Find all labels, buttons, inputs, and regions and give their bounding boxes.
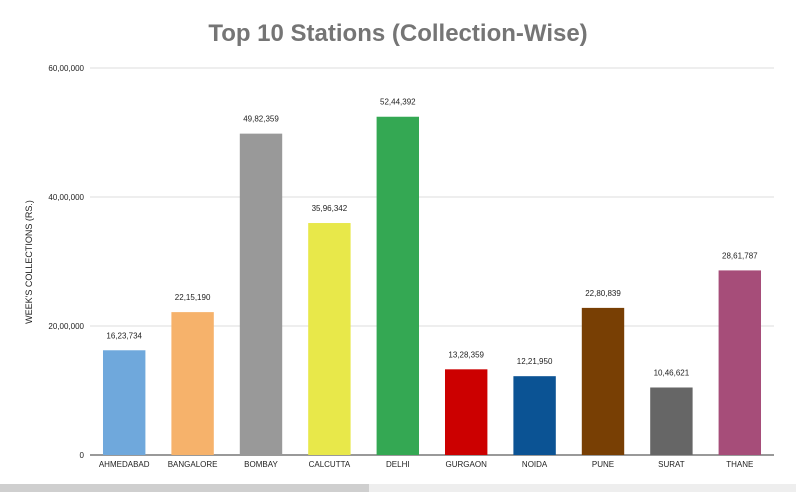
bar-ahmedabad bbox=[102, 350, 146, 455]
scrollbar-thumb[interactable] bbox=[0, 484, 369, 492]
y-tick-label: 40,00,000 bbox=[48, 193, 84, 202]
data-label: 16,23,734 bbox=[106, 331, 142, 340]
data-label: 28,61,787 bbox=[722, 251, 758, 260]
data-label: 52,44,392 bbox=[380, 98, 416, 107]
x-tick-label: NOIDA bbox=[522, 460, 548, 469]
data-label: 13,28,359 bbox=[448, 350, 484, 359]
x-tick-label: PUNE bbox=[592, 460, 614, 469]
horizontal-scrollbar[interactable] bbox=[0, 484, 796, 492]
y-tick-label: 20,00,000 bbox=[48, 322, 84, 331]
x-tick-label: THANE bbox=[726, 460, 753, 469]
x-tick-label: SURAT bbox=[658, 460, 685, 469]
bar-bangalore bbox=[171, 312, 214, 455]
data-label: 49,82,359 bbox=[243, 115, 279, 124]
y-axis-title: WEEK'S COLLECTIONS (RS.) bbox=[24, 200, 34, 324]
data-labels: 16,23,734 22,15,190 49,82,359 35,96,342 52,4… bbox=[106, 98, 758, 378]
data-label: 22,15,190 bbox=[175, 293, 211, 302]
data-label: 10,46,621 bbox=[654, 368, 690, 377]
data-label: 35,96,342 bbox=[312, 204, 348, 213]
bar-calcutta bbox=[308, 223, 351, 455]
data-label: 12,21,950 bbox=[517, 357, 553, 366]
bar-bombay bbox=[239, 133, 283, 455]
bar-pune bbox=[581, 307, 625, 455]
bar-surat bbox=[650, 387, 693, 455]
axes: 0 20,00,000 40,00,000 60,00,000 AHMEDABAD BAN… bbox=[48, 64, 774, 469]
y-tick-label: 60,00,000 bbox=[48, 64, 84, 73]
x-tick-label: BANGALORE bbox=[168, 460, 218, 469]
gridlines bbox=[90, 67, 774, 327]
x-tick-label: DELHI bbox=[386, 460, 410, 469]
y-tick-label: 0 bbox=[80, 451, 85, 460]
x-tick-label: AHMEDABAD bbox=[99, 460, 150, 469]
chart-title: Top 10 Stations (Collection-Wise) bbox=[208, 20, 588, 47]
bar-thane bbox=[718, 270, 762, 455]
x-tick-label: BOMBAY bbox=[244, 460, 278, 469]
data-label: 22,80,839 bbox=[585, 289, 621, 298]
bars bbox=[102, 116, 762, 455]
x-tick-label: GURGAON bbox=[446, 460, 488, 469]
bar-gurgaon bbox=[444, 369, 488, 455]
bar-noida bbox=[513, 376, 556, 455]
bar-delhi bbox=[376, 116, 420, 455]
x-tick-label: CALCUTTA bbox=[309, 460, 351, 469]
